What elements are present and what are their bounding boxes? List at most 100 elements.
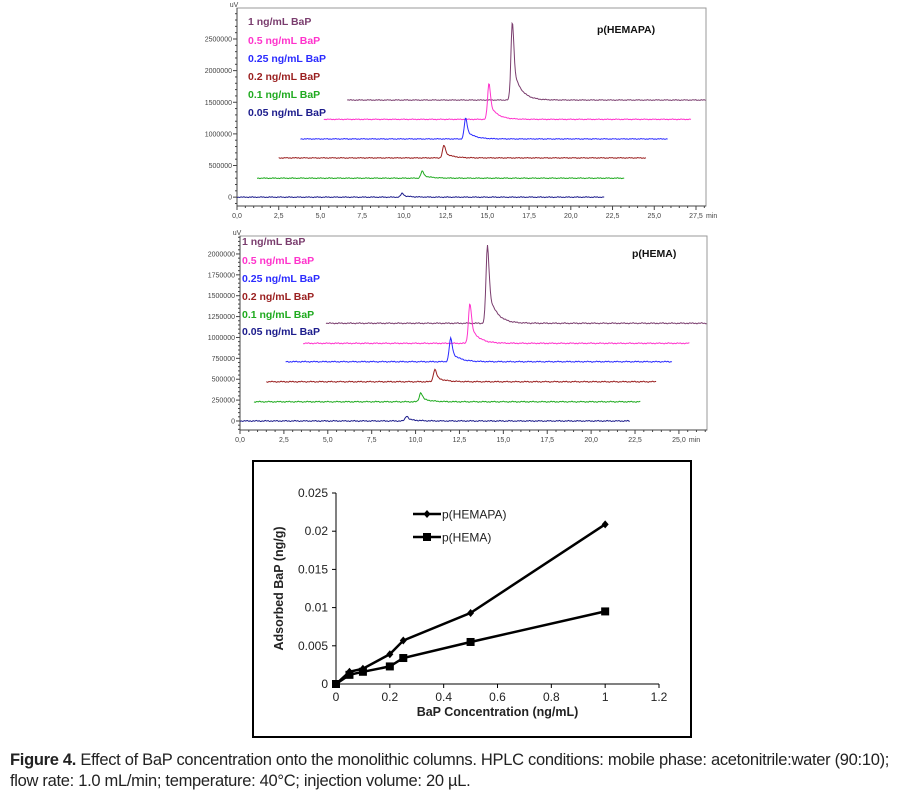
caption-label: Figure 4. bbox=[10, 751, 77, 769]
x-tick-label: 12,5 bbox=[453, 437, 467, 444]
x-tick-label: 20,0 bbox=[564, 213, 578, 220]
y-tick-label: 750000 bbox=[212, 356, 235, 363]
x-tick-label: 15,0 bbox=[497, 437, 511, 444]
x-tick-label: 7,5 bbox=[367, 437, 377, 444]
x-axis-label: BaP Concentration (ng/mL) bbox=[417, 705, 579, 719]
x-tick-label: 0,0 bbox=[235, 437, 245, 444]
y-tick-label: 1500000 bbox=[208, 293, 235, 300]
x-tick-label: 10,0 bbox=[409, 437, 423, 444]
marker-diamond bbox=[423, 510, 431, 518]
y-tick-label: 250000 bbox=[212, 398, 235, 405]
y-tick-label: 1250000 bbox=[208, 314, 235, 321]
y-tick-label: 0.005 bbox=[298, 639, 328, 653]
x-tick-label: 0.6 bbox=[489, 690, 506, 704]
x-tick-label: 0.2 bbox=[381, 690, 398, 704]
trace-0-25-ng-ml-bap bbox=[300, 117, 668, 140]
y-tick-label: 500000 bbox=[209, 163, 232, 170]
x-tick-label: 2,5 bbox=[279, 437, 289, 444]
y-tick-label: 2500000 bbox=[205, 36, 232, 43]
y-tick-label: 500000 bbox=[212, 377, 235, 384]
legend-label: p(HEMAPA) bbox=[442, 508, 506, 522]
legend-label: 0.25 ng/mL BaP bbox=[242, 273, 320, 285]
x-tick-label: 1.2 bbox=[651, 690, 668, 704]
trace-0-2-ng-ml-bap bbox=[278, 144, 647, 159]
x-tick-label: 22,5 bbox=[628, 437, 642, 444]
legend-label: 0.1 ng/mL BaP bbox=[248, 89, 320, 101]
trace-0-25-ng-ml-bap bbox=[285, 335, 673, 363]
trace-0-2-ng-ml-bap bbox=[266, 368, 657, 383]
y-tick-label: 0.015 bbox=[298, 562, 328, 576]
x-tick-label: 27,5 bbox=[689, 213, 703, 220]
legend-label: 0.05 ng/mL BaP bbox=[248, 107, 326, 119]
x-tick-label: 5,0 bbox=[323, 437, 333, 444]
marker-diamond bbox=[399, 636, 407, 645]
x-tick-label: 22,5 bbox=[606, 213, 620, 220]
legend-label: 0.25 ng/mL BaP bbox=[248, 53, 326, 65]
trace-0-05-ng-ml-bap bbox=[239, 415, 630, 423]
y-tick-label: 2000000 bbox=[208, 251, 235, 258]
marker-square bbox=[385, 662, 394, 671]
x-tick-label: 25,0 bbox=[672, 437, 686, 444]
x-tick-label: 0,0 bbox=[232, 213, 242, 220]
y-axis-unit: uV bbox=[230, 2, 239, 9]
series-p-hema- bbox=[332, 607, 610, 688]
adsorption-chart: 0 0.2 0.4 0.6 0.8 1 1.2 0 0.005 0.01 0.015 0.02 0.02… bbox=[252, 460, 692, 738]
x-tick-label: 17,5 bbox=[540, 437, 554, 444]
legend-label: 0.2 ng/mL BaP bbox=[248, 71, 320, 83]
trace-1-ng-ml-bap bbox=[325, 245, 707, 325]
marker-square bbox=[332, 680, 340, 688]
y-tick-label: 0 bbox=[231, 418, 235, 425]
x-tick-label: 25,0 bbox=[647, 213, 661, 220]
x-tick-label: 0 bbox=[333, 690, 340, 704]
legend-label: 1 ng/mL BaP bbox=[242, 236, 305, 248]
x-tick-label: 7,5 bbox=[357, 213, 367, 220]
y-tick-label: 1000000 bbox=[208, 335, 235, 342]
x-tick-label: 20,0 bbox=[584, 437, 598, 444]
marker-diamond bbox=[467, 608, 475, 617]
trace-0-5-ng-ml-bap bbox=[302, 303, 690, 345]
x-tick-label: 0.8 bbox=[543, 690, 560, 704]
marker-square bbox=[423, 533, 431, 541]
y-tick-label: 1500000 bbox=[205, 100, 232, 107]
trace-0-05-ng-ml-bap bbox=[236, 192, 605, 199]
y-tick-label: 2000000 bbox=[205, 68, 232, 75]
x-tick-label: 10,0 bbox=[397, 213, 411, 220]
x-tick-label: 12,5 bbox=[439, 213, 453, 220]
marker-square bbox=[358, 667, 367, 676]
chromatogram-1: uV 0,0 2,5 5,0 7,5 10,0 12,5 15,0 17,5 20,0 22,5 25… bbox=[205, 2, 718, 220]
chromatogram-2: uV 0,0 2,5 5,0 7,5 10,0 12,5 15,0 17,5 20,0 22,5 25… bbox=[208, 230, 708, 444]
y-axis-unit: uV bbox=[233, 230, 242, 237]
y-tick-label: 0 bbox=[321, 677, 328, 691]
x-tick-label: 5,0 bbox=[316, 213, 326, 220]
chart-title: p(HEMAPA) bbox=[597, 24, 655, 36]
marker-square bbox=[345, 670, 354, 679]
marker-diamond bbox=[601, 520, 609, 529]
x-tick-label: 0.4 bbox=[435, 690, 452, 704]
x-axis-unit: min bbox=[706, 213, 717, 220]
figure-4: uV 0,0 2,5 5,0 7,5 10,0 12,5 15,0 17,5 20,0 22,5 25… bbox=[205, 2, 718, 738]
legend-label: 0.2 ng/mL BaP bbox=[242, 291, 314, 303]
legend-label: 0.5 ng/mL BaP bbox=[248, 35, 320, 47]
figure-caption: Figure 4. Effect of BaP concentration on… bbox=[10, 750, 915, 792]
chart-title: p(HEMA) bbox=[632, 248, 676, 260]
chart-frame bbox=[252, 460, 692, 738]
legend-label: 0.5 ng/mL BaP bbox=[242, 255, 314, 267]
y-axis-label: Adsorbed BaP (ng/g) bbox=[272, 526, 286, 650]
marker-square bbox=[399, 654, 408, 663]
legend-label: p(HEMA) bbox=[442, 531, 491, 545]
trace-0-1-ng-ml-bap bbox=[256, 170, 625, 180]
caption-text: Effect of BaP concentration onto the mon… bbox=[10, 751, 890, 790]
y-tick-label: 0.025 bbox=[298, 486, 328, 500]
x-tick-label: 17,5 bbox=[522, 213, 536, 220]
y-tick-label: 1750000 bbox=[208, 272, 235, 279]
trace-0-1-ng-ml-bap bbox=[253, 392, 641, 403]
y-tick-label: 0.01 bbox=[305, 601, 329, 615]
y-tick-label: 0.02 bbox=[305, 524, 329, 538]
x-axis-unit: min bbox=[689, 437, 700, 444]
y-tick-label: 0 bbox=[228, 195, 232, 202]
legend-label: 0.1 ng/mL BaP bbox=[242, 309, 314, 321]
y-tick-label: 1000000 bbox=[205, 131, 232, 138]
marker-square bbox=[466, 637, 475, 646]
marker-square bbox=[601, 607, 610, 616]
x-tick-label: 15,0 bbox=[481, 213, 495, 220]
